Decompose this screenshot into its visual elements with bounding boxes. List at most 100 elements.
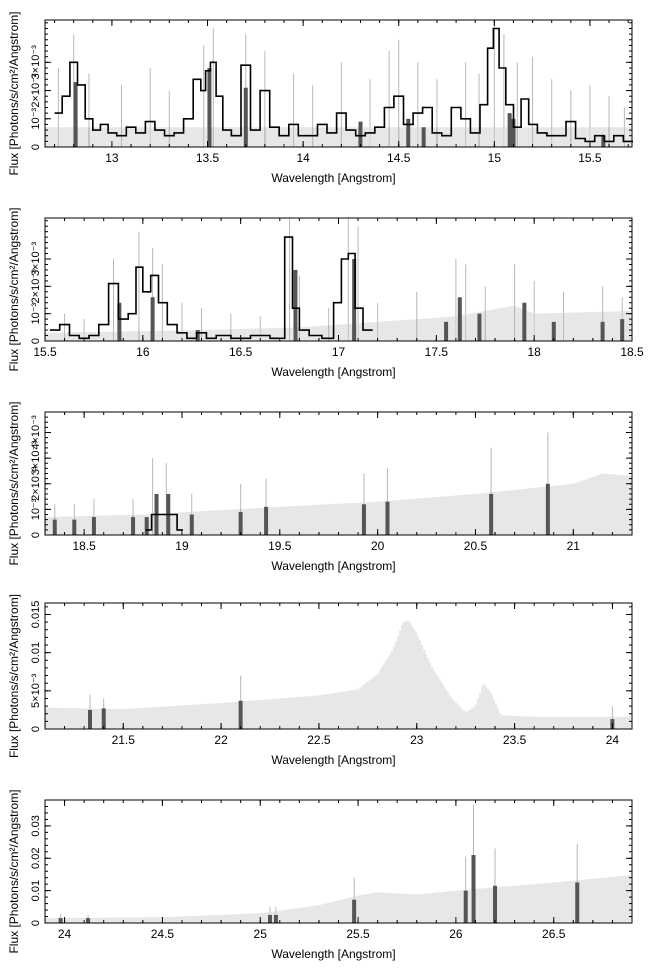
flux-bar (358, 121, 363, 147)
flux-bar (207, 67, 212, 147)
spectrum-panel-3: 18.5 19 19.5 20 20.5 21 0 10⁻³2×10⁻³3×10⁻³4×10⁻… (7, 401, 633, 573)
flux-bar (551, 321, 556, 341)
x-tick-label: 24 (58, 927, 72, 941)
flux-bar (117, 302, 122, 341)
flux-bar (131, 517, 136, 535)
flux-bar (406, 118, 411, 147)
flux-bar (545, 483, 550, 535)
y-axis-label: Flux [Photons/s/cm²/Angstrom] (7, 594, 21, 758)
flux-bar (268, 914, 273, 923)
x-tick-label: 25.5 (346, 927, 370, 941)
x-axis-label: Wavelength [Angstrom] (271, 753, 395, 767)
error-bars (57, 20, 625, 147)
flux-bar (471, 855, 476, 923)
spectrum-panel-4: 21.5 22 22.5 23 23.5 24 0 5×10⁻³ 0.01 0.015 Wavele… (7, 594, 633, 767)
flux-bars (117, 259, 625, 341)
flux-bar (511, 118, 516, 147)
x-tick-label: 23.5 (503, 733, 527, 747)
flux-bar (189, 514, 194, 535)
x-tick-label: 14.5 (387, 151, 411, 165)
flux-bar (493, 885, 498, 923)
flux-bar (73, 82, 78, 147)
flux-bar (273, 914, 278, 923)
x-tick-label: 22.5 (307, 733, 331, 747)
flux-bar (361, 504, 366, 535)
flux-bar (601, 135, 606, 147)
x-axis-label: Wavelength [Angstrom] (271, 171, 395, 185)
x-tick-label: 24.5 (151, 927, 175, 941)
x-tick-label: 20 (371, 539, 385, 553)
x-tick-label: 17.5 (425, 345, 449, 359)
flux-bar (150, 297, 155, 341)
y-tick-label: 10⁻³ (30, 498, 42, 520)
x-tick-label: 16.5 (229, 345, 253, 359)
x-tick-label: 15.5 (578, 151, 602, 165)
model-region (45, 127, 631, 147)
y-axis-label: Flux [Photons/s/cm²/Angstrom] (7, 401, 21, 565)
y-tick-label: 0.01 (30, 880, 42, 901)
flux-bar (238, 511, 243, 535)
flux-bar (264, 506, 269, 535)
flux-bar (489, 494, 494, 535)
y-tick-label: 0.015 (30, 601, 42, 629)
y-tick-label: 10⁻³ (30, 302, 42, 324)
y-axis-label: Flux [Photons/s/cm²/Angstrom] (7, 789, 21, 953)
x-tick-label: 13 (105, 151, 119, 165)
flux-bar (58, 918, 63, 923)
x-tick-label: 20.5 (464, 539, 488, 553)
x-tick-label: 16 (136, 345, 150, 359)
flux-bar (477, 313, 482, 341)
y-tick-label: 3×10⁻³ (30, 242, 42, 277)
flux-bar (195, 330, 200, 341)
y-tick-label: 0 (30, 338, 42, 344)
model-region (45, 473, 631, 535)
y-tick-label: 4×10⁻³ (30, 415, 42, 450)
x-axis-label: Wavelength [Angstrom] (271, 559, 395, 573)
y-tick-label: 3×10⁻³ (30, 441, 42, 476)
plot-frame (44, 19, 633, 148)
spectrum-panel-5: 24 24.5 25 25.5 26 26.5 0 0.01 0.02 0.03 Wavelengt… (7, 789, 633, 961)
x-tick-label: 18 (527, 345, 541, 359)
flux-bars (58, 855, 580, 923)
x-tick-label: 24 (606, 733, 620, 747)
x-tick-label: 22 (214, 733, 228, 747)
flux-bar (463, 890, 468, 923)
y-tick-label: 0 (30, 920, 42, 926)
flux-bar (385, 501, 390, 535)
y-tick-label: 3×10⁻³ (30, 45, 42, 80)
flux-bar (144, 517, 149, 535)
x-tick-label: 25 (254, 927, 268, 941)
flux-bar (575, 882, 580, 923)
x-tick-label: 18.5 (620, 345, 644, 359)
model-region (45, 875, 631, 923)
x-tick-label: 17 (332, 345, 346, 359)
flux-bar (620, 319, 625, 341)
y-tick-label: 0.02 (30, 848, 42, 869)
y-tick-label: 0.03 (30, 815, 42, 836)
data-step-line (145, 513, 183, 531)
x-tick-label: 21 (567, 539, 581, 553)
x-tick-label: 19.5 (268, 539, 292, 553)
data-step-line (49, 236, 373, 340)
y-tick-label: 5×10⁻³ (30, 673, 42, 708)
x-tick-label: 26.5 (542, 927, 566, 941)
flux-bar (293, 269, 298, 341)
y-tick-label: 0 (30, 726, 42, 732)
flux-bar (457, 297, 462, 341)
flux-bar (600, 321, 605, 341)
x-tick-label: 13.5 (196, 151, 220, 165)
y-tick-label: 2×10⁻³ (30, 269, 42, 304)
flux-bar (444, 321, 449, 341)
flux-bar (507, 113, 512, 147)
flux-bar (52, 519, 57, 535)
error-bars (64, 218, 623, 341)
flux-bar (72, 519, 77, 535)
x-tick-label: 14 (296, 151, 310, 165)
x-tick-label: 19 (175, 539, 189, 553)
flux-bar (243, 87, 248, 147)
x-axis-label: Wavelength [Angstrom] (271, 947, 395, 961)
x-tick-label: 26 (449, 927, 463, 941)
model-region (45, 620, 631, 729)
flux-bar (522, 302, 527, 341)
